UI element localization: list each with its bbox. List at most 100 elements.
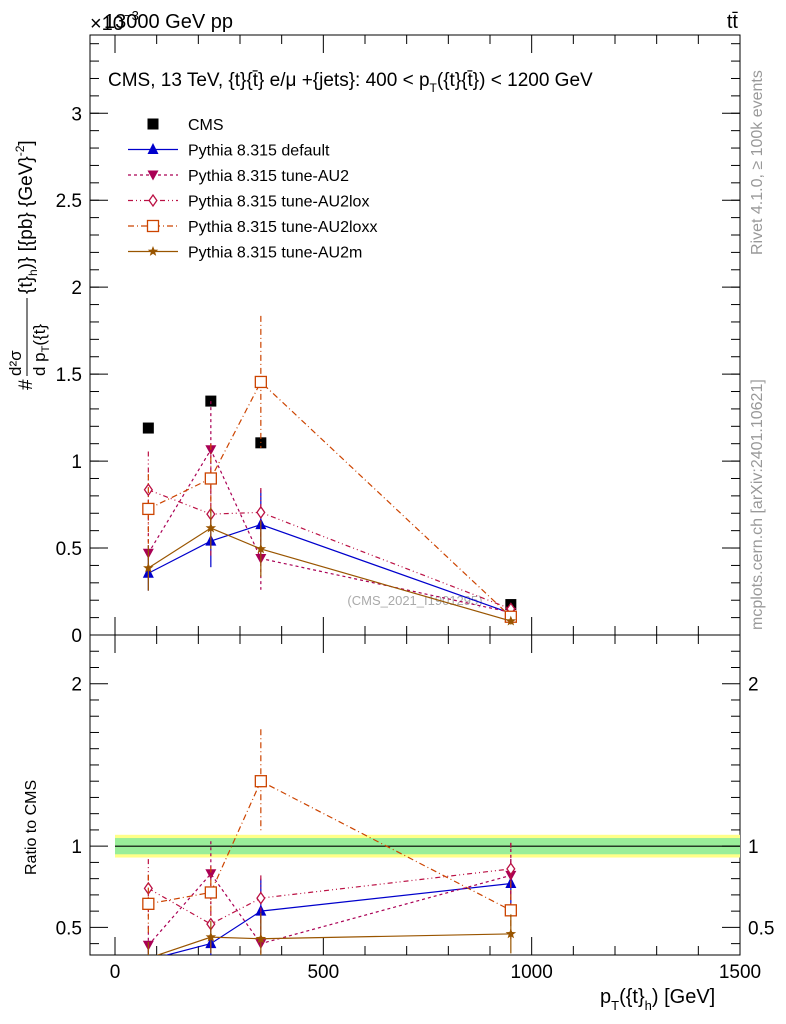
ratio-series-pythia-8-315-tune-au2loxx bbox=[142, 729, 517, 940]
chart-title-sub: T bbox=[430, 81, 438, 95]
data-point bbox=[256, 505, 266, 520]
chart-title: CMS, 13 TeV, {t}{t̄} e/μ +{jets}: 400 < … bbox=[108, 70, 593, 95]
mcplots-reference-label: mcplots.cern.ch [arXiv:2401.10621] bbox=[749, 379, 766, 630]
data-point bbox=[142, 502, 155, 516]
x-tick-label: 0 bbox=[110, 962, 121, 983]
series-cms bbox=[142, 395, 517, 611]
y-tick-label: 3 bbox=[71, 104, 82, 125]
series-pythia-8-315-tune-au2lox bbox=[143, 451, 516, 616]
data-point bbox=[204, 472, 217, 485]
ratio-series-pythia-8-315-default bbox=[147, 859, 517, 955]
legend-marker bbox=[147, 118, 159, 130]
legend-item: Pythia 8.315 tune-AU2 bbox=[128, 168, 349, 185]
legend-item: Pythia 8.315 tune-AU2m bbox=[128, 245, 362, 262]
ratio-data-point bbox=[254, 775, 267, 788]
series-line bbox=[148, 380, 512, 618]
ratio-series-line bbox=[164, 882, 511, 955]
legend-item: Pythia 8.315 tune-AU2loxx bbox=[128, 219, 377, 236]
rivet-version-label: Rivet 4.1.0, ≥ 100k events bbox=[749, 70, 766, 255]
chart-title-main: CMS, 13 TeV, {t}{t̄} e/μ +{jets}: 400 < … bbox=[108, 70, 430, 91]
series-line bbox=[148, 527, 511, 622]
data-point bbox=[205, 445, 217, 456]
ratio-data-point bbox=[506, 862, 516, 876]
data-point bbox=[143, 562, 154, 573]
x-axis-label: pT({t}h) [GeV] bbox=[600, 986, 715, 1013]
ratio-data-point bbox=[142, 897, 155, 910]
legend-label: Pythia 8.315 default bbox=[188, 143, 330, 160]
legend-label: Pythia 8.315 tune-AU2loxx bbox=[188, 219, 377, 236]
ratio-series-pythia-8-315-tune-au2 bbox=[142, 841, 517, 955]
ratio-data-point bbox=[147, 952, 150, 955]
ratio-data-point bbox=[205, 931, 217, 942]
x-tick-label: 1000 bbox=[511, 962, 553, 983]
data-point bbox=[205, 522, 217, 533]
ratio-y-tick-label-right: 0.5 bbox=[748, 918, 774, 939]
data-point bbox=[254, 375, 267, 389]
ratio-series-line bbox=[156, 933, 511, 955]
chart-title-end: ({t}{t̄}) < 1200 GeV bbox=[437, 70, 593, 91]
y-tick-label: 0.5 bbox=[56, 539, 82, 560]
ratio-plot-frame bbox=[89, 634, 741, 956]
scale-prefix: ×10 bbox=[90, 13, 124, 35]
ratio-series-clipped bbox=[142, 729, 517, 955]
series-line bbox=[148, 523, 512, 614]
legend-label: Pythia 8.315 tune-AU2lox bbox=[188, 194, 369, 211]
ratio-y-axis-label: Ratio to CMS bbox=[23, 780, 40, 875]
legend-marker bbox=[147, 143, 159, 154]
ratio-series-line bbox=[148, 868, 511, 925]
ylabel-denominator: d pT({t} bbox=[30, 324, 52, 376]
main-y-axis: 0 0.5 1 1.5 2 2.5 3 bbox=[56, 35, 741, 647]
process-label: tt̄ bbox=[727, 11, 739, 33]
x-tick-label: 500 bbox=[307, 962, 339, 983]
legend-marker bbox=[146, 219, 160, 233]
legend-label: Pythia 8.315 tune-AU2 bbox=[188, 168, 349, 185]
ratio-y-tick-label: 2 bbox=[71, 675, 82, 696]
ratio-data-point bbox=[504, 904, 517, 917]
ratio-data-point bbox=[205, 869, 217, 880]
ylabel-rest: {t}h)} [{pb} {GeV}-2] bbox=[13, 140, 40, 294]
legend-label: Pythia 8.315 tune-AU2m bbox=[188, 245, 362, 262]
y-tick-label: 1.5 bbox=[56, 365, 82, 386]
ylabel-hash: # bbox=[16, 379, 37, 390]
ratio-y-tick-label: 1 bbox=[71, 837, 82, 858]
main-y-axis-label: # d²σ d pT({t} {t}h)} [{pb} {GeV}-2] bbox=[6, 140, 52, 390]
ratio-axes: 0.5 0.5 1 1 2 2 0 500 1000 1500 bbox=[56, 635, 774, 983]
data-point bbox=[142, 422, 154, 434]
legend-marker bbox=[148, 193, 158, 208]
scale-exponent: −3 bbox=[124, 8, 139, 23]
legend-item: Pythia 8.315 tune-AU2lox bbox=[128, 194, 369, 211]
ratio-series-pythia-8-315-tune-au2lox bbox=[143, 842, 516, 954]
ratio-y-tick-label-right: 2 bbox=[748, 675, 759, 696]
legend-label: CMS bbox=[188, 117, 224, 134]
y-tick-label: 0 bbox=[71, 626, 82, 647]
ratio-data-point bbox=[256, 891, 266, 905]
legend-marker bbox=[147, 170, 159, 181]
analysis-watermark: (CMS_2021_I1901295) bbox=[347, 593, 482, 608]
series-line bbox=[147, 448, 511, 613]
legend: CMS Pythia 8.315 default Pythia 8.315 tune… bbox=[128, 117, 377, 262]
x-tick-label: 1500 bbox=[719, 962, 761, 983]
data-point bbox=[505, 615, 517, 626]
main-series-group bbox=[142, 315, 517, 626]
ratio-y-tick-label-right: 1 bbox=[748, 837, 759, 858]
data-point bbox=[255, 543, 267, 554]
y-tick-label: 1 bbox=[71, 452, 82, 473]
legend-item: Pythia 8.315 default bbox=[128, 143, 330, 160]
ratio-y-tick-label: 0.5 bbox=[56, 918, 82, 939]
legend-marker bbox=[147, 246, 159, 256]
y-tick-label: 2.5 bbox=[56, 191, 82, 212]
ratio-series-pythia-8-315-tune-au2m bbox=[147, 912, 517, 955]
series-pythia-8-315-tune-au2m bbox=[143, 507, 517, 626]
series-pythia-8-315-tune-au2 bbox=[142, 401, 517, 618]
energy-label: 13000 GeV pp bbox=[104, 11, 233, 33]
y-tick-label: 2 bbox=[71, 278, 82, 299]
ylabel-numerator: d²σ bbox=[6, 350, 25, 376]
ratio-data-point bbox=[204, 886, 217, 899]
cms-uncertainty-band bbox=[115, 834, 740, 858]
ratio-series-line bbox=[148, 780, 512, 911]
ratio-data-point bbox=[505, 928, 517, 939]
series-line bbox=[148, 489, 512, 610]
ratio-series-group bbox=[142, 729, 517, 955]
legend-item: CMS bbox=[147, 117, 224, 134]
